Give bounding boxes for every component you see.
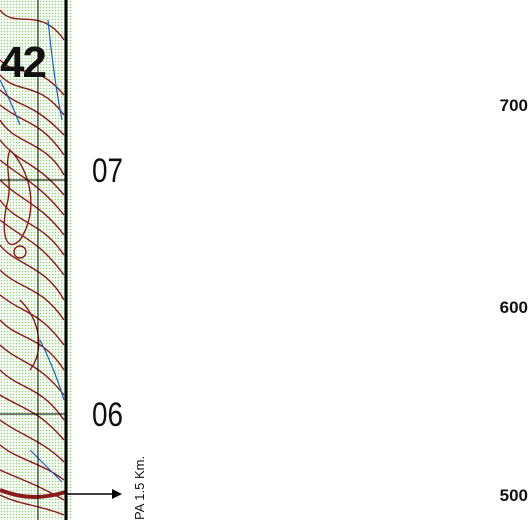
grid-northing-07: 07 [92, 152, 124, 190]
summit-marker-icon [13, 245, 27, 259]
grid-northing-06: 06 [92, 396, 124, 434]
contour-lines [0, 9, 65, 516]
topographic-map [0, 0, 72, 520]
sheet-number: 42 [0, 38, 47, 87]
contour-elevation-600: 600 [499, 298, 528, 317]
grid-lines [0, 0, 66, 520]
contour-elevation-700: 700 [499, 96, 528, 115]
road-destination-note: PA 1.5 Km. [132, 455, 147, 520]
topographic-map-strip[interactable] [0, 0, 72, 520]
stream-lines [0, 19, 65, 483]
vegetation-fill [0, 0, 72, 520]
road [0, 488, 67, 499]
contour-elevation-500: 500 [499, 486, 528, 505]
road-direction-arrow-icon [66, 489, 122, 499]
